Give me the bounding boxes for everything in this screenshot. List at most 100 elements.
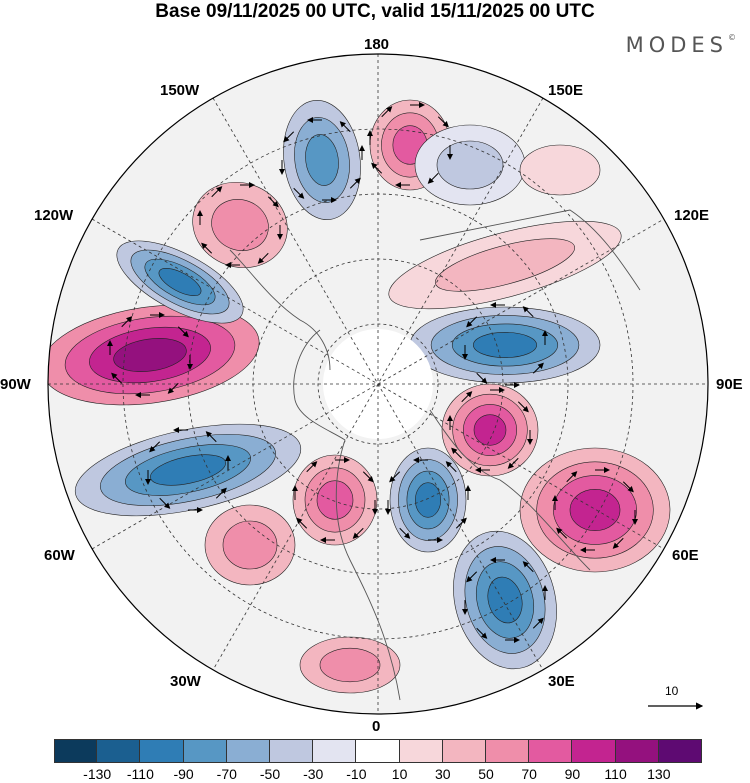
colorbar-cell [183,739,227,763]
wind-arrow [293,187,305,199]
anomaly-contour [473,414,507,446]
wind-arrow [201,242,213,254]
anomaly-contour [150,454,226,486]
wind-arrow [466,571,478,583]
anomaly-contour [305,134,339,186]
wind-arrow [507,457,519,469]
coastlines [229,209,641,701]
wind-arrow [381,106,393,118]
anomaly-contour [316,480,354,520]
wind-arrow [566,471,578,483]
reference-vector-label: 10 [665,684,679,698]
wind-arrow [556,527,568,539]
colorbar-cell [486,739,530,763]
wind-arrow [267,196,279,208]
lon-label-120w: 120W [34,207,74,224]
anomaly-contour [211,199,269,251]
colorbar-cell [572,739,616,763]
colorbar-cell [270,739,314,763]
wind-arrow [389,471,401,483]
wind-arrow [306,461,318,473]
anomaly-contour [222,520,278,570]
wind-arrow [522,561,534,573]
colorbar-cell [54,739,98,763]
wind-arrow [532,362,544,374]
map-border [47,53,709,715]
lon-label-60w: 60W [44,547,75,564]
colorbar-tick-label: -90 [173,766,194,782]
colorbar-cell [97,739,141,763]
lon-label-60e: 60E [672,547,699,564]
colorbar-cell [356,739,400,763]
anomaly-contour [415,482,441,518]
colorbar-cell [313,739,357,763]
wind-arrow [461,391,473,403]
anomaly-contour [319,647,381,683]
wind-arrow [437,116,449,128]
wind-arrow [427,172,439,184]
lon-label-30e: 30E [548,673,575,690]
anomaly-contour [113,338,187,372]
anomaly-contour [519,144,601,196]
wind-arrow [352,527,364,539]
anomaly-contour [473,332,537,358]
wind-arrow [177,326,189,338]
wind-vectors [107,102,638,643]
wind-arrow [451,447,463,459]
colorbar-cell [529,739,573,763]
wind-arrow [532,617,544,629]
colorbar-tick-label: -30 [303,766,324,782]
wind-arrow [215,487,227,499]
colorbar-tick-label: 10 [391,766,408,782]
wind-arrow [167,382,179,394]
lon-label-90w: 90W [0,376,31,393]
wind-arrow [211,186,223,198]
colorbar-tick-label: -70 [216,766,237,782]
colorbar [54,739,702,763]
graticule [48,54,708,714]
colorbar-frame [54,739,702,763]
wind-arrow [622,481,634,493]
anomaly-contour [569,489,621,531]
wind-arrow [371,162,383,174]
wind-arrow [296,517,308,529]
lon-label-0: 0 [372,718,381,735]
wind-arrow [283,131,295,143]
colorbar-tick-label: -50 [259,766,281,782]
wind-arrow [349,177,361,189]
wind-arrow [362,471,374,483]
colorbar-cell [226,739,270,763]
colorbar-tick-label: -110 [126,766,154,782]
lon-label-150e: 150E [548,82,584,99]
wind-arrow [476,372,488,384]
lon-label-120e: 120E [674,207,710,224]
wind-arrow [159,497,171,509]
colorbar-cell [442,739,486,763]
wind-arrow [522,306,534,318]
colorbar-cell [615,739,659,763]
wind-arrow [205,431,217,443]
anomaly-contour [158,267,202,297]
anomaly-contour [434,238,576,292]
lon-label-30w: 30W [170,673,201,690]
wind-arrow [149,441,161,453]
colorbar-tick-label: -130 [83,766,112,782]
wind-arrow [455,517,467,529]
colorbar-cell [140,739,184,763]
wind-arrow [517,401,529,413]
wind-arrow [612,537,624,549]
colorbar-cell [399,739,443,763]
wind-arrow [399,527,411,539]
colorbar-tick-label: 90 [564,766,581,782]
brand-logo: MODES© [625,33,736,57]
wind-arrow [111,372,123,384]
anomaly-field [48,99,671,694]
wind-arrow [476,627,488,639]
wind-arrow [339,121,351,133]
colorbar-tick-label: 50 [478,766,494,782]
colorbar-tick-label: -10 [346,766,367,782]
colorbar-tick-label: 110 [604,766,627,782]
wind-arrow [466,316,478,328]
lon-label-90e: 90E [716,376,743,393]
